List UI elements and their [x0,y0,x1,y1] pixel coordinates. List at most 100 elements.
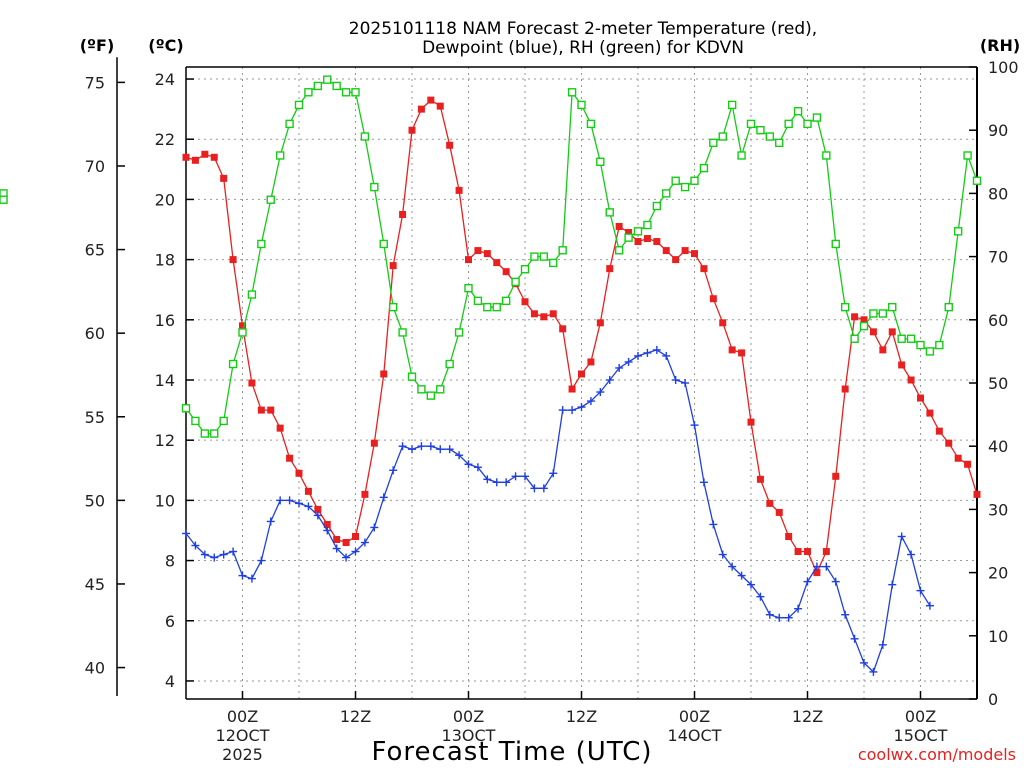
temperature-point [917,394,924,402]
rh-tick-label: 100 [988,58,1019,77]
rh-point [238,328,247,337]
temperature-point [945,439,953,447]
dewpoint-point [464,460,473,469]
rh-point [765,132,775,141]
rh-point [313,81,323,91]
temperature-point [935,427,943,435]
dewpoint-point [634,351,642,360]
dewpoint-point [737,571,746,580]
temperature-point [323,520,331,528]
rh-point [558,246,567,255]
celsius-tick-label: 14 [155,371,175,390]
temperature-point [747,418,755,426]
rh-point [718,132,727,141]
temperature-point [361,490,369,498]
dewpoint-point [332,544,341,553]
temperature-point [662,247,670,255]
dewpoint-point [210,553,219,562]
temperature-point [427,96,435,104]
temperature-point [502,268,510,276]
dewpoint-point [888,580,897,589]
rh-point [897,334,906,343]
dewpoint-point [775,613,784,622]
time-tick-label: 00Z [905,707,936,726]
unit-label-celsius: (ºC) [148,36,183,55]
rh-tick-label: 10 [988,627,1008,646]
rh-point [257,239,266,249]
dewpoint-point [389,466,398,475]
dewpoint-point [841,610,850,619]
dewpoint-point [718,550,727,559]
rh-point [746,119,756,129]
temperature-point [851,313,859,321]
rh-point [727,100,737,110]
rh-point [605,208,614,217]
dewpoint-point [869,667,878,676]
dewpoint-point [822,562,831,571]
temperature-point [634,238,642,246]
dewpoint-point [624,357,633,366]
temperature-point [352,532,359,540]
temperature-point [455,186,463,194]
fahrenheit-tick-label: 40 [85,659,105,678]
rh-point [511,277,520,287]
temperature-point [832,472,840,480]
time-tick-label: 12Z [340,707,371,726]
rh-point [840,302,850,312]
temperature-point [709,295,717,303]
dewpoint-point [521,472,529,481]
rh-point [191,416,200,426]
dewpoint-point [709,520,718,529]
temperature-point [841,385,849,393]
rh-point [351,88,360,97]
rh-point [944,302,953,312]
dewpoint-point [408,445,416,454]
dewpoint-point [436,445,445,454]
rh-point [417,385,426,394]
dewpoint-point [831,577,840,586]
x-axis-label: Forecast Time (UTC) [371,737,652,767]
rh-point [756,125,765,135]
dewpoint-point [191,541,200,550]
rh-point [520,265,530,274]
dewpoint-point [850,634,859,643]
temperature-point [530,310,538,318]
dewpoint-point [257,556,266,565]
dewpoint-point [455,451,464,460]
temperature-point [766,499,774,507]
temperature-point [785,532,793,540]
temperature-point [229,256,237,264]
rh-point [426,391,436,400]
temperature-point [719,319,727,327]
rh-point [549,258,558,268]
dewpoint-point [502,478,511,487]
temperature-point [493,259,501,267]
dewpoint-point [285,496,294,505]
rh-point [737,151,746,160]
temperature-point [615,223,623,231]
rh-point [304,88,313,97]
temperature-point [973,490,981,498]
dewpoint-point [662,351,671,360]
rh-point [775,138,784,148]
temperature-point [888,328,896,336]
temperature-point [926,409,934,417]
rh-point [586,119,596,129]
rh-point [888,302,897,312]
rh-point [219,416,228,426]
rh-point [323,75,332,84]
dewpoint-point [681,379,690,387]
temperature-point [342,539,350,547]
credit-text: coolwx.com/models [858,745,1016,764]
chart-title-line2: Dewpoint (blue), RH (green) for KDVN [422,38,744,58]
dewpoint-point [652,345,661,354]
dewpoint-point [229,547,238,556]
dewpoint-point [200,550,209,559]
temperature-point [483,250,491,258]
rh-point [652,201,662,211]
rh-point [407,372,417,381]
dewpoint-point [492,478,501,487]
temperature-point [549,310,557,318]
rh-point [662,189,671,198]
dewpoint-point [878,640,887,649]
